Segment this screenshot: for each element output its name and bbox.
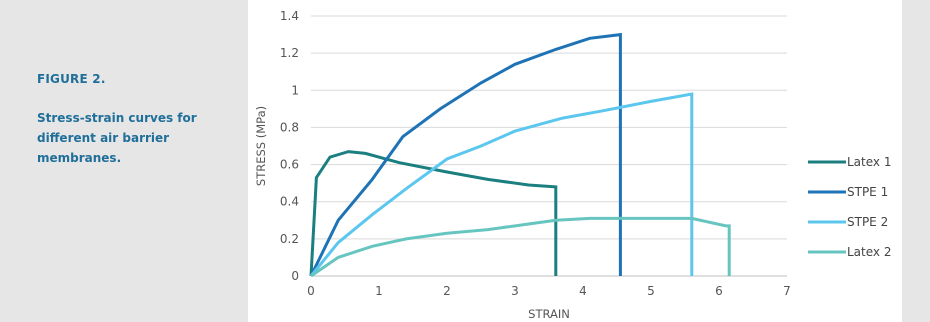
y-tick-label: 0.4 [280,195,299,209]
x-tick-label: 2 [443,284,451,298]
series-layer [309,32,731,278]
legend: Latex 1 STPE 1 STPE 2 Latex 2 [808,155,891,259]
series-line-3 [309,92,694,277]
y-axis-label: STRESS (MPa) [254,106,268,186]
grid-layer [311,15,787,277]
y-tick-label: 1 [291,83,299,97]
x-tick-label: 0 [307,284,315,298]
y-tick-label: 1.4 [280,9,299,23]
x-tick-label: 3 [511,284,519,298]
y-tick-label: 0 [291,269,299,283]
right-margin-panel [902,0,930,322]
x-axis-label: STRAIN [528,307,570,321]
x-tick-label: 7 [783,284,791,298]
figure-caption: Stress-strain curves for different air b… [37,111,197,165]
x-tick-label: 5 [647,284,655,298]
x-tick-label: 1 [375,284,383,298]
axis-layer: 0 0.2 0.4 0.6 0.8 1 1.2 1.4 0 1 2 3 4 5 6 7 [280,9,791,298]
x-tick-label: 4 [579,284,587,298]
series-line-1 [309,150,558,277]
figure-title: FIGURE 2. [37,72,106,86]
caption-panel: FIGURE 2. Stress-strain curves for diffe… [0,0,248,322]
x-tick-label: 6 [715,284,723,298]
y-tick-label: 1.2 [280,46,299,60]
series-line-4 [310,216,731,278]
legend-label: STPE 1 [847,185,888,199]
series-line-2 [309,32,622,277]
y-tick-label: 0.8 [280,120,299,134]
legend-label: Latex 1 [847,155,891,169]
y-tick-label: 0.2 [280,232,299,246]
legend-label: STPE 2 [847,215,888,229]
y-tick-label: 0.6 [280,158,299,172]
legend-label: Latex 2 [847,245,891,259]
